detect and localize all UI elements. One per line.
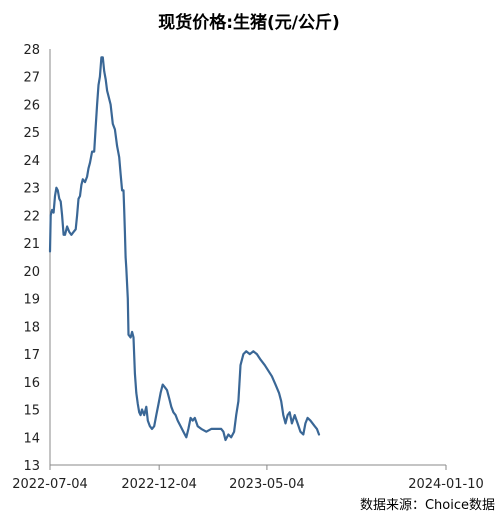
x-tick-label: 2022-07-04 [12,477,88,492]
y-tick-label: 24 [23,154,40,169]
y-tick-label: 26 [23,98,40,113]
y-tick-label: 23 [23,182,40,197]
y-tick-label: 16 [23,376,40,391]
y-tick-label: 27 [23,71,40,86]
x-tick-label: 2023-05-04 [229,477,305,492]
y-tick-label: 21 [23,237,40,252]
y-tick-label: 14 [23,431,40,446]
y-tick-label: 15 [23,404,40,419]
price-series-line [48,56,321,442]
y-tick-label: 28 [23,43,40,58]
y-tick-label: 13 [23,459,40,474]
x-axis-ticks: 2022-07-04 2022-12-04 2023-05-04 2024-01-10 [12,465,484,492]
y-tick-label: 18 [23,320,40,335]
y-tick-label: 25 [23,126,40,141]
x-tick-label: 2024-01-10 [408,477,484,492]
x-tick-label: 2022-12-04 [121,477,197,492]
y-axis-ticks: 13 14 15 16 17 18 19 20 21 22 23 24 25 26 27 28 [23,43,40,474]
y-tick-label: 22 [23,209,40,224]
y-tick-label: 17 [23,348,40,363]
y-tick-label: 19 [23,293,40,308]
y-tick-label: 20 [23,265,40,280]
chart-title: 现货价格:生猪(元/公斤) [158,12,340,33]
data-source-note: 数据来源：Choice数据 [360,498,495,513]
